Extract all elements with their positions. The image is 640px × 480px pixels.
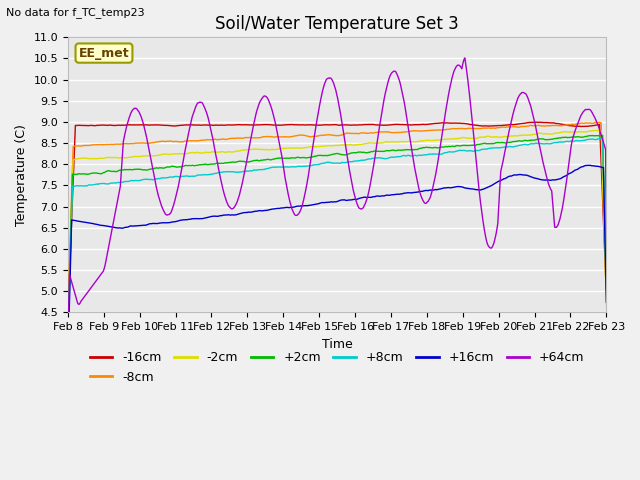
X-axis label: Time: Time <box>322 337 353 351</box>
Text: EE_met: EE_met <box>79 47 129 60</box>
Legend: -16cm, -8cm, -2cm, +2cm, +8cm, +16cm, +64cm: -16cm, -8cm, -2cm, +2cm, +8cm, +16cm, +6… <box>84 347 589 389</box>
Title: Soil/Water Temperature Set 3: Soil/Water Temperature Set 3 <box>215 15 459 33</box>
Text: No data for f_TC_temp23: No data for f_TC_temp23 <box>6 7 145 18</box>
Y-axis label: Temperature (C): Temperature (C) <box>15 124 28 226</box>
